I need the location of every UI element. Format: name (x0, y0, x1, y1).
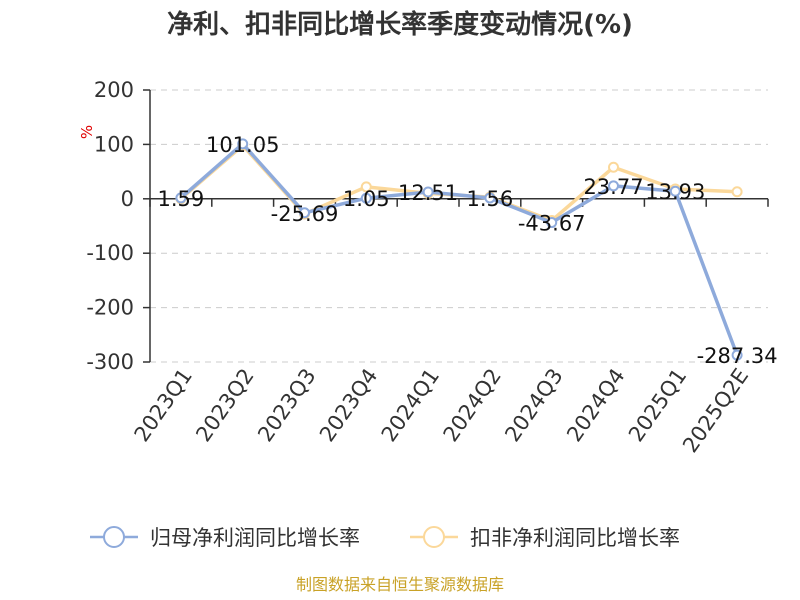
axes (143, 89, 769, 363)
legend-marker (103, 526, 125, 548)
legend-label: 扣非净利润同比增长率 (470, 526, 680, 550)
data-label: 1.05 (343, 187, 390, 211)
grid (150, 89, 768, 363)
chart-title: 净利、扣非同比增长率季度变动情况(%) (167, 9, 633, 40)
data-point (731, 186, 743, 198)
x-tick-label: 2024Q2 (439, 364, 506, 446)
x-tick-label: 2023Q4 (315, 364, 382, 446)
data-point (484, 192, 496, 204)
data-label: -287.34 (697, 344, 778, 368)
legend-item-1: 归母净利润同比增长率 (90, 526, 360, 550)
series-layer (175, 138, 743, 361)
x-tick-label: 2023Q1 (130, 364, 197, 446)
data-point (360, 192, 372, 204)
legend-label: 归母净利润同比增长率 (150, 526, 360, 550)
x-tick-label: 2024Q4 (562, 364, 629, 446)
data-label: 1.59 (158, 187, 205, 211)
data-label: 13.93 (645, 180, 705, 204)
legend: 归母净利润同比增长率 扣非净利润同比增长率 (90, 526, 680, 550)
data-label: -25.69 (271, 202, 339, 226)
data-point (546, 217, 558, 229)
x-tick-labels: 2023Q12023Q22023Q32023Q42024Q12024Q22024… (130, 364, 754, 457)
y-tick-label: 0 (121, 187, 134, 211)
y-axis-label: % (78, 125, 96, 139)
data-point (669, 185, 681, 197)
legend-item-2: 扣非净利润同比增长率 (410, 526, 680, 550)
data-point (299, 207, 310, 219)
data-point (608, 161, 619, 173)
y-tick-label: -100 (86, 241, 134, 265)
y-tick-labels: 200 100 0 -100 -200 -300 (86, 78, 134, 374)
x-tick-label: 2024Q1 (377, 364, 444, 446)
source-note: 制图数据来自恒生聚源数据库 (296, 575, 504, 594)
legend-marker (423, 526, 445, 548)
data-labels: 1.59 101.05 -25.691.05 12.51 1.56-43.67 23.77… (158, 133, 778, 368)
data-label: -43.67 (518, 212, 586, 236)
x-tick-label: 2023Q2 (191, 364, 258, 446)
data-label: 101.05 (206, 133, 279, 157)
y-tick-label: -300 (86, 350, 134, 374)
data-point (237, 138, 249, 150)
series-line-1 (179, 142, 739, 356)
data-point (360, 181, 372, 193)
data-point (175, 192, 187, 204)
y-tick-label: -200 (86, 296, 134, 320)
data-point (731, 349, 743, 361)
x-tick-label: 2025Q1 (624, 364, 691, 446)
data-point (608, 180, 619, 192)
data-label: 23.77 (583, 175, 643, 199)
data-point (422, 186, 434, 198)
y-tick-label: 200 (94, 78, 134, 102)
y-tick-label: 100 (94, 132, 134, 156)
x-tick-label: 2024Q3 (500, 364, 567, 446)
x-tick-label: 2023Q3 (253, 364, 320, 446)
data-label: 12.51 (398, 181, 458, 205)
data-label: 1.56 (467, 187, 514, 211)
